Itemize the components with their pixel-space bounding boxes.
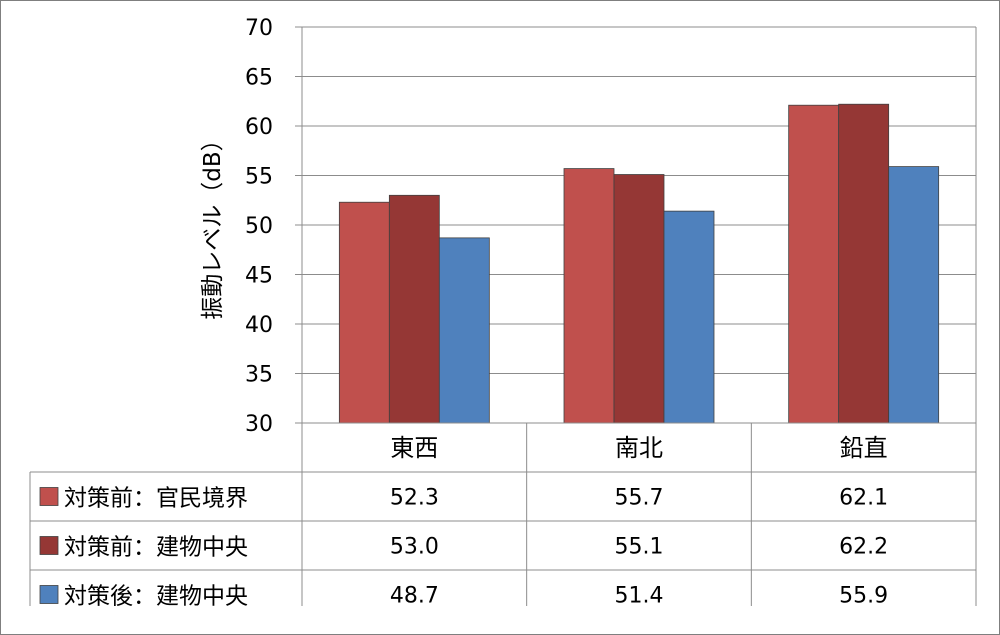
data-value: 48.7 [390, 584, 439, 609]
y-tick-label: 70 [245, 16, 273, 41]
bar-2-3 [838, 103, 890, 424]
legend-key [39, 585, 59, 604]
axes [295, 26, 977, 606]
bar-1-3 [788, 104, 840, 424]
legend-key [39, 487, 59, 506]
y-tick-label: 55 [245, 165, 273, 190]
data-value: 55.7 [615, 486, 664, 511]
bar-1-1 [338, 201, 390, 424]
data-value: 51.4 [615, 584, 664, 609]
y-tick-label: 45 [245, 264, 273, 289]
bar-3-1 [438, 237, 490, 424]
series-label: 対策後：建物中央 [64, 584, 248, 610]
bars [338, 103, 940, 424]
data-value: 52.3 [390, 486, 439, 511]
legend-key [39, 536, 59, 555]
y-axis-label: 振動レベル（dB） [200, 128, 226, 319]
y-tick-labels: 30 35 40 45 50 55 60 65 70 [245, 16, 273, 437]
y-tick-label: 30 [245, 412, 273, 437]
category-label: 鉛直 [840, 434, 888, 462]
y-tick-label: 40 [245, 313, 273, 338]
bar-3-2 [663, 210, 715, 424]
series-label: 対策前：建物中央 [64, 535, 248, 561]
series-label: 対策前：官民境界 [64, 486, 248, 512]
bar-1-2 [563, 168, 615, 424]
y-tick-label: 35 [245, 363, 273, 388]
y-tick-label: 50 [245, 214, 273, 239]
category-label: 東西 [390, 434, 438, 462]
data-value: 62.1 [839, 486, 888, 511]
bar-2-2 [613, 174, 665, 424]
data-value: 55.9 [839, 584, 888, 609]
data-value: 53.0 [390, 535, 439, 560]
data-value: 55.1 [615, 535, 664, 560]
y-tick-label: 65 [245, 66, 273, 91]
bar-2-1 [388, 194, 440, 424]
category-label: 南北 [615, 434, 663, 462]
data-value: 62.2 [839, 535, 888, 560]
y-tick-label: 60 [245, 115, 273, 140]
bar-3-3 [888, 166, 940, 424]
